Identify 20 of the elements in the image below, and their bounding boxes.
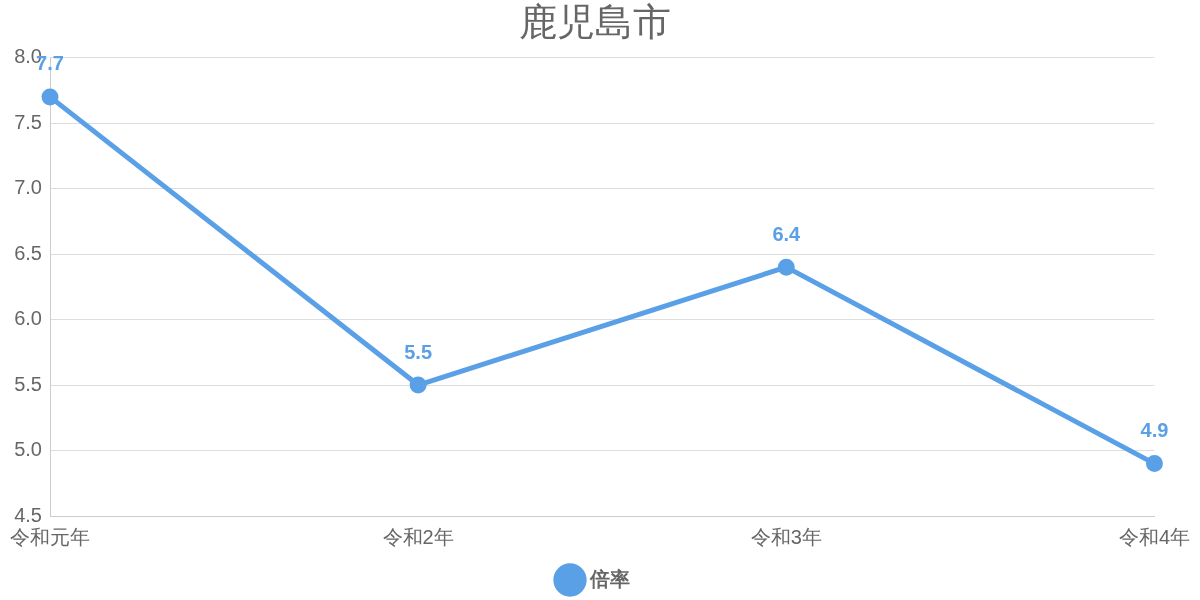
point xyxy=(777,258,795,276)
point xyxy=(1145,455,1163,473)
chart-title: 鹿児島市 xyxy=(519,1,671,44)
y-tick-label: 6.0 xyxy=(14,307,42,330)
y-tick-label: 7.5 xyxy=(14,110,42,133)
point xyxy=(41,88,59,106)
y-tick-label: 7.0 xyxy=(14,176,42,199)
x-tick-label: 令和2年 xyxy=(382,525,454,548)
data-label: 6.4 xyxy=(772,222,802,245)
x-tick-label: 令和元年 xyxy=(10,525,90,548)
y-tick-label: 4.5 xyxy=(14,503,42,526)
x-tick-label: 令和4年 xyxy=(1118,525,1190,548)
y-tick-label: 5.5 xyxy=(14,372,42,395)
y-tick-label: 6.5 xyxy=(14,241,42,264)
legend-label: 倍率 xyxy=(589,567,630,590)
point xyxy=(409,376,427,394)
data-label: 4.9 xyxy=(1140,419,1169,442)
y-tick-label: 5.0 xyxy=(14,438,42,461)
data-label: 5.5 xyxy=(404,340,433,363)
x-tick-label: 令和3年 xyxy=(750,525,822,548)
